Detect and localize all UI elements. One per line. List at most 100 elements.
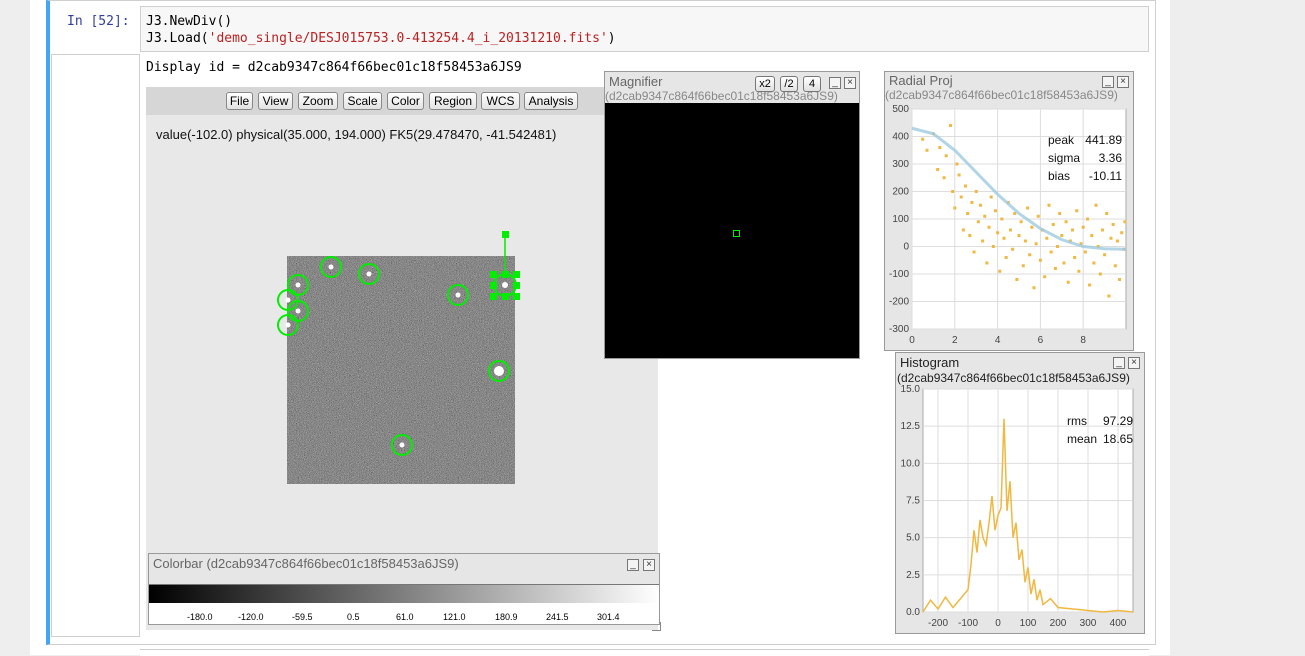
magnifier-cursor-icon [733,230,740,237]
code-input[interactable]: J3.NewDiv() J3.Load('demo_single/DESJ015… [140,6,1149,52]
scatter-point [968,234,972,237]
colorbar-tick: 301.4 [597,612,620,622]
scatter-point [1123,220,1127,224]
scatter-point [953,206,957,210]
scatter-point [1015,278,1019,281]
y-tick-label: -300 [889,324,909,335]
scatter-point [1056,245,1060,248]
y-tick-label: 0 [903,242,909,253]
menu-zoom-button[interactable]: Zoom [298,92,338,110]
radial-minimize-button[interactable]: _ [1102,76,1114,88]
scatter-point [1118,278,1122,281]
scatter-point [1113,264,1117,268]
scatter-point [978,203,982,207]
magnifier-minimize-button[interactable]: _ [829,77,841,89]
scatter-point [1053,267,1057,270]
display-id: Display id = d2cab9347c864f66bec01c18f58… [146,60,522,75]
y-tick-label: 0.0 [906,607,920,618]
scatter-point [1038,258,1042,262]
scatter-point [1034,242,1038,246]
y-tick-label: 7.5 [906,496,920,507]
scatter-point [1103,253,1107,257]
stat-value: 441.89 [1085,133,1122,147]
region-overlay[interactable] [270,225,540,500]
scatter-point [936,168,940,171]
magnifier-zoom-4-button[interactable]: 4 [803,76,821,92]
menu-analysis-button[interactable]: Analysis [524,92,578,110]
colorbar-axis: -180.0 -120.0 -59.5 0.5 61.0 121.0 180.9… [149,603,659,624]
scatter-point [957,173,961,177]
region-circle [358,263,380,285]
scatter-point [1021,264,1025,268]
magnifier-close-button[interactable]: × [844,77,856,89]
scatter-point [925,148,929,152]
scatter-point [938,146,942,149]
histogram-minimize-button[interactable]: _ [1113,357,1125,369]
y-tick-label: 100 [892,214,909,225]
magnifier-zoom-half-button[interactable]: /2 [780,76,798,92]
colorbar-tick: -59.5 [292,612,313,622]
menu-view-button[interactable]: View [258,92,293,110]
scatter-point [996,231,1000,235]
y-tick-label: 400 [892,132,909,143]
colorbar-tick: 180.9 [495,612,518,622]
scatter-point [1002,236,1006,240]
y-tick-label: 2.5 [906,570,920,581]
colorbar-close-button[interactable]: × [643,559,655,571]
selection-handles [490,231,520,300]
colorbar-minimize-button[interactable]: _ [627,559,639,571]
colorbar-tick: -180.0 [187,612,213,622]
scatter-point [1036,214,1040,218]
scatter-point [993,209,997,213]
menu-color-button[interactable]: Color [387,92,424,110]
radial-close-button[interactable]: × [1117,76,1129,88]
scatter-point [959,195,963,199]
resize-grip-icon[interactable] [652,622,661,631]
stat-label: mean [1067,432,1097,446]
fit-curve [911,126,1127,251]
input-prompt: In [52]: [67,14,130,29]
menu-file-button[interactable]: File [226,92,253,110]
scatter-point [1047,203,1051,207]
scatter-point [949,124,953,127]
histogram-line [922,418,1134,613]
magnifier-zoom-x2-button[interactable]: x2 [755,76,775,92]
scatter-point [1043,275,1047,279]
histogram-subtitle: (d2cab9347c864f66bec01c18f58453a6JS9) [897,371,1130,385]
histogram-close-button[interactable]: × [1128,357,1140,369]
y-tick-label: 10.0 [901,458,921,469]
menu-scale-button[interactable]: Scale [343,92,382,110]
scatter-point [1071,228,1074,232]
scatter-point [1100,228,1104,232]
colorbar-tick: 0.5 [347,612,360,622]
scatter-point [1107,294,1111,298]
scatter-point [1026,206,1030,210]
magnifier-view[interactable] [605,103,859,358]
scatter-point [1064,220,1068,224]
menu-region-button[interactable]: Region [429,92,477,110]
x-tick-label: 300 [1080,618,1097,629]
region-circle [391,434,413,456]
region-circle [447,284,469,306]
scatter-point [1077,269,1081,273]
scatter-point [976,220,980,224]
next-cell[interactable] [140,649,1149,656]
scatter-point [1060,234,1064,237]
y-tick-label: 5.0 [906,533,920,544]
x-tick-label: 400 [1110,618,1127,629]
scatter-point [1032,286,1036,290]
stat-value: 3.36 [1099,151,1123,165]
region-circle [488,360,510,382]
scatter-point [1092,261,1096,265]
scatter-point [1098,272,1102,276]
scatter-point [1008,228,1012,232]
y-tick-label: 15.0 [901,384,921,395]
scatter-point [964,184,967,188]
scatter-point [951,190,955,193]
menu-wcs-button[interactable]: WCS [481,92,520,110]
magnifier-subtitle: (d2cab9347c864f66bec01c18f58453a6JS9) [605,89,838,103]
scatter-point [955,162,959,166]
scatter-point [1088,283,1092,287]
scatter-point [1066,280,1070,284]
code-line: J3.NewDiv() [146,14,233,29]
